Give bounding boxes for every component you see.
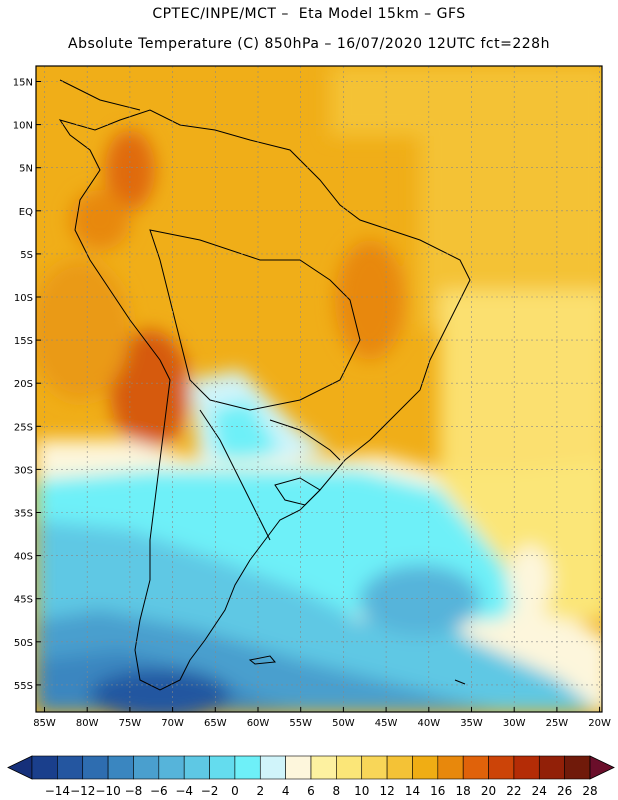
colorbar-label: −6 xyxy=(150,784,168,798)
latitude-labels: 15N 10N 5N EQ 5S 10S 15S 20S 25S 30S 35S 40S 45S 50S 5… xyxy=(13,78,41,692)
colorbar-swatch xyxy=(183,755,210,780)
colorbar-label: −2 xyxy=(201,784,219,798)
colorbar-swatch xyxy=(82,755,109,780)
colorbar-swatch xyxy=(513,755,540,780)
colorbar-label: 22 xyxy=(506,784,521,798)
lon-label: 20W xyxy=(588,718,611,729)
colorbar-swatch xyxy=(310,755,337,780)
colorbar-label: 4 xyxy=(282,784,290,798)
map-frame xyxy=(35,65,603,713)
lon-label: 35W xyxy=(460,718,483,729)
lon-label: 80W xyxy=(76,718,99,729)
lon-label: 40W xyxy=(417,718,440,729)
colorbar-label: 28 xyxy=(582,784,597,798)
colorbar-label: 26 xyxy=(557,784,572,798)
colorbar-swatch xyxy=(437,755,464,780)
colorbar-swatch xyxy=(564,755,591,780)
longitude-labels: 85W 80W 75W 70W 65W 60W 55W 50W 45W 40W 35W 30W 25W 2… xyxy=(33,707,611,729)
lat-label: EQ xyxy=(19,207,33,218)
colorbar-swatch xyxy=(386,755,413,780)
lat-label: 30S xyxy=(14,465,33,476)
colorbar-swatch xyxy=(259,755,286,780)
colorbar-label: 2 xyxy=(256,784,264,798)
colorbar-swatch xyxy=(462,755,489,780)
colorbar-label: 18 xyxy=(456,784,471,798)
lat-label: 45S xyxy=(14,595,33,606)
colorbar-swatch xyxy=(538,755,565,780)
colorbar-label: 12 xyxy=(379,784,394,798)
colorbar-label: 20 xyxy=(481,784,496,798)
lon-label: 50W xyxy=(332,718,355,729)
colorbar-under-arrow xyxy=(7,755,33,780)
colorbar-over-arrow xyxy=(589,755,615,780)
map-title-line2: Absolute Temperature (C) 850hPa – 16/07/… xyxy=(68,36,550,52)
map-title-line1: CPTEC/INPE/MCT – Eta Model 15km – GFS xyxy=(152,6,466,22)
colorbar-swatch xyxy=(285,755,312,780)
colorbar-swatch xyxy=(107,755,134,780)
colorbar-label: 16 xyxy=(430,784,445,798)
lat-label: 5N xyxy=(19,164,33,175)
colorbar-swatch xyxy=(412,755,439,780)
colorbar-label: −8 xyxy=(125,784,143,798)
lon-label: 60W xyxy=(247,718,270,729)
lon-label: 65W xyxy=(204,718,227,729)
lon-label: 45W xyxy=(375,718,398,729)
lon-label: 55W xyxy=(289,718,312,729)
colorbar-swatch xyxy=(361,755,388,780)
colorbar-swatch xyxy=(57,755,84,780)
lat-lon-grid xyxy=(36,66,602,712)
lat-label: 15S xyxy=(14,336,33,347)
lat-label: 10S xyxy=(14,293,33,304)
lon-label: 70W xyxy=(161,718,184,729)
lat-label: 5S xyxy=(20,250,33,261)
colorbar-label: 14 xyxy=(405,784,420,798)
colorbar-swatch xyxy=(158,755,185,780)
lat-label: 20S xyxy=(14,379,33,390)
colorbar-label: 24 xyxy=(532,784,547,798)
colorbar: −14 −12 −10 −8 −6 −4 −2 0 2 4 6 8 10 12 14 16 18 20 22 24 26… xyxy=(7,755,615,798)
lat-label: 55S xyxy=(14,681,33,692)
colorbar-swatch xyxy=(234,755,261,780)
colorbar-swatch xyxy=(336,755,363,780)
lat-label: 25S xyxy=(14,422,33,433)
lat-label: 10N xyxy=(13,121,33,132)
colorbar-label: −14 xyxy=(45,784,70,798)
coastline-borders xyxy=(58,79,471,691)
colorbar-swatch xyxy=(488,755,515,780)
colorbar-label: −12 xyxy=(70,784,95,798)
lat-label: 50S xyxy=(14,638,33,649)
lat-label: 15N xyxy=(13,78,33,89)
colorbar-swatch xyxy=(209,755,236,780)
lon-label: 30W xyxy=(503,718,526,729)
colorbar-label: −4 xyxy=(175,784,193,798)
colorbar-swatch xyxy=(31,755,58,780)
temperature-field xyxy=(36,66,602,712)
colorbar-label: −10 xyxy=(95,784,120,798)
colorbar-label: 0 xyxy=(231,784,239,798)
lat-label: 35S xyxy=(14,509,33,520)
colorbar-label: 6 xyxy=(307,784,315,798)
colorbar-label: 10 xyxy=(354,784,369,798)
lon-label: 85W xyxy=(33,718,56,729)
lon-label: 25W xyxy=(546,718,569,729)
colorbar-label: 8 xyxy=(333,784,341,798)
colorbar-swatch xyxy=(133,755,160,780)
lat-label: 40S xyxy=(14,552,33,563)
lon-label: 75W xyxy=(119,718,142,729)
